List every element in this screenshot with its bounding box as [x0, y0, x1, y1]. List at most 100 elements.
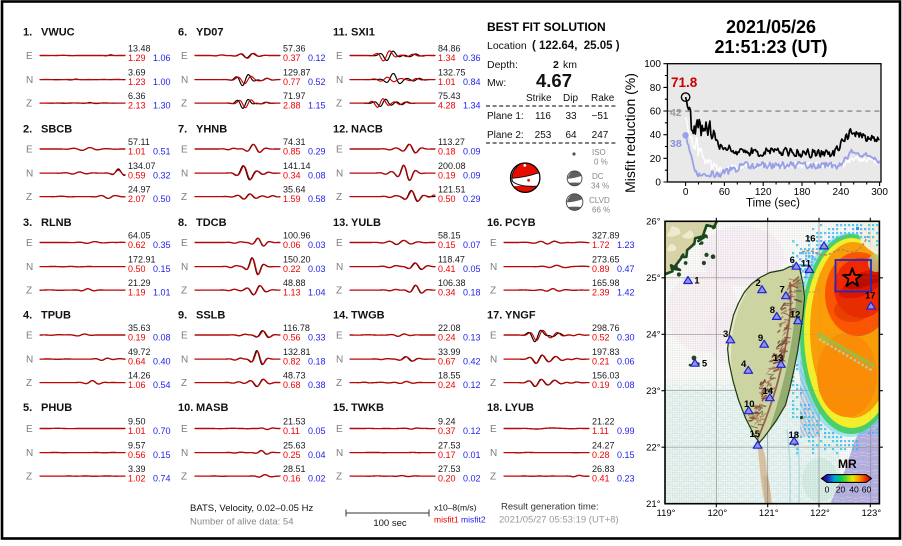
svg-text:0.15: 0.15 — [617, 450, 635, 460]
svg-text:NACB: NACB — [351, 124, 383, 136]
svg-text:E: E — [490, 331, 497, 342]
svg-text:3: 3 — [723, 329, 728, 340]
svg-text:ISO: ISO — [592, 148, 606, 157]
svg-text:7: 7 — [780, 285, 785, 296]
svg-text:0.74: 0.74 — [153, 474, 171, 484]
svg-text:E: E — [181, 424, 188, 435]
svg-text:0.34: 0.34 — [283, 171, 301, 181]
svg-text:0.34: 0.34 — [438, 288, 456, 298]
svg-text:0.52: 0.52 — [308, 77, 326, 87]
svg-text:11: 11 — [801, 258, 812, 269]
svg-text:0.06: 0.06 — [283, 240, 301, 250]
svg-text:0.68: 0.68 — [283, 380, 301, 390]
svg-text:327.89: 327.89 — [592, 230, 620, 240]
svg-text:20: 20 — [836, 485, 846, 495]
svg-text:1.42: 1.42 — [617, 288, 635, 298]
svg-text:24°: 24° — [646, 330, 661, 341]
svg-text:0.41: 0.41 — [592, 474, 610, 484]
svg-text:0.03: 0.03 — [308, 240, 326, 250]
svg-text:0.17: 0.17 — [438, 450, 456, 460]
svg-text:27.53: 27.53 — [438, 440, 461, 450]
svg-text:1.72: 1.72 — [592, 240, 610, 250]
svg-text:22°: 22° — [646, 442, 661, 453]
svg-text:100.96: 100.96 — [283, 230, 311, 240]
svg-text:26°: 26° — [646, 217, 661, 228]
svg-text:60: 60 — [862, 485, 872, 495]
svg-text:1.02: 1.02 — [128, 474, 146, 484]
svg-text:0.02: 0.02 — [463, 474, 481, 484]
svg-text:0.09: 0.09 — [463, 171, 481, 181]
svg-text:0.56: 0.56 — [128, 450, 146, 460]
svg-text:0.13: 0.13 — [463, 333, 481, 343]
svg-text:0.12: 0.12 — [463, 380, 481, 390]
svg-text:9.50: 9.50 — [128, 416, 146, 426]
svg-text:N: N — [26, 75, 33, 86]
svg-text:0.33: 0.33 — [308, 333, 326, 343]
svg-text:20: 20 — [650, 154, 662, 165]
svg-text:121.51: 121.51 — [438, 184, 466, 194]
svg-text:64.05: 64.05 — [128, 230, 151, 240]
svg-text:0.08: 0.08 — [308, 171, 326, 181]
svg-text:13.48: 13.48 — [128, 43, 151, 53]
svg-text:( 122.64, 25.05 ): ( 122.64, 25.05 ) — [532, 40, 620, 52]
svg-text:60: 60 — [719, 187, 731, 198]
svg-text:1.01: 1.01 — [128, 426, 146, 436]
svg-text:Z: Z — [336, 286, 342, 297]
svg-text:SXI1: SXI1 — [351, 26, 375, 38]
svg-text:0.54: 0.54 — [153, 380, 171, 390]
svg-text:4.28: 4.28 — [438, 101, 456, 111]
svg-text:N: N — [490, 355, 497, 366]
svg-text:2.88: 2.88 — [283, 101, 301, 111]
svg-text:E: E — [26, 51, 33, 62]
svg-text:71.97: 71.97 — [283, 91, 306, 101]
svg-text:SBCB: SBCB — [41, 124, 72, 136]
svg-text:106.38: 106.38 — [438, 278, 466, 288]
svg-text:SSLB: SSLB — [196, 310, 225, 322]
svg-text:26.83: 26.83 — [592, 464, 615, 474]
svg-text:1.59: 1.59 — [283, 194, 301, 204]
svg-text:Dip: Dip — [563, 93, 578, 104]
svg-text:0: 0 — [683, 187, 689, 198]
svg-text:34 %: 34 % — [591, 182, 609, 191]
svg-text:0.37: 0.37 — [283, 53, 301, 63]
svg-text:E: E — [181, 145, 188, 156]
svg-text:1.19: 1.19 — [128, 288, 146, 298]
svg-text:13: 13 — [773, 353, 784, 364]
svg-text:2.: 2. — [23, 124, 32, 136]
svg-text:1.15: 1.15 — [308, 101, 326, 111]
svg-text:0.22: 0.22 — [283, 264, 301, 274]
svg-text:5: 5 — [702, 359, 708, 370]
svg-text:123°: 123° — [861, 508, 881, 519]
svg-text:Z: Z — [26, 286, 32, 297]
svg-text:1.: 1. — [23, 26, 32, 38]
svg-text:273.65: 273.65 — [592, 254, 620, 264]
svg-text:17: 17 — [865, 290, 876, 301]
svg-text:3.69: 3.69 — [128, 67, 146, 77]
svg-text:71.8: 71.8 — [671, 75, 698, 90]
svg-text:14.26: 14.26 — [128, 370, 151, 380]
svg-text:E: E — [336, 51, 343, 62]
svg-text:1.06: 1.06 — [128, 380, 146, 390]
svg-text:57.11: 57.11 — [128, 137, 150, 147]
svg-text:0.24: 0.24 — [438, 380, 456, 390]
svg-text:11.: 11. — [333, 26, 348, 38]
svg-text:156.03: 156.03 — [592, 370, 620, 380]
svg-text:Z: Z — [336, 192, 342, 203]
svg-text:0.12: 0.12 — [308, 53, 326, 63]
svg-text:8: 8 — [770, 305, 775, 316]
svg-text:N: N — [181, 355, 188, 366]
svg-text:Z: Z — [181, 192, 187, 203]
svg-text:0.77: 0.77 — [283, 77, 301, 87]
svg-text:E: E — [181, 238, 188, 249]
svg-text:21°: 21° — [646, 499, 661, 510]
svg-text:Z: Z — [181, 99, 187, 110]
svg-text:Z: Z — [26, 99, 32, 110]
svg-text:9.57: 9.57 — [128, 440, 146, 450]
svg-text:N: N — [490, 262, 497, 273]
svg-text:E: E — [181, 331, 188, 342]
svg-text:0.25: 0.25 — [283, 450, 301, 460]
svg-text:1.11: 1.11 — [592, 426, 609, 436]
svg-text:22.08: 22.08 — [438, 323, 461, 333]
svg-text:14.: 14. — [333, 310, 348, 322]
svg-text:0.04: 0.04 — [308, 450, 326, 460]
